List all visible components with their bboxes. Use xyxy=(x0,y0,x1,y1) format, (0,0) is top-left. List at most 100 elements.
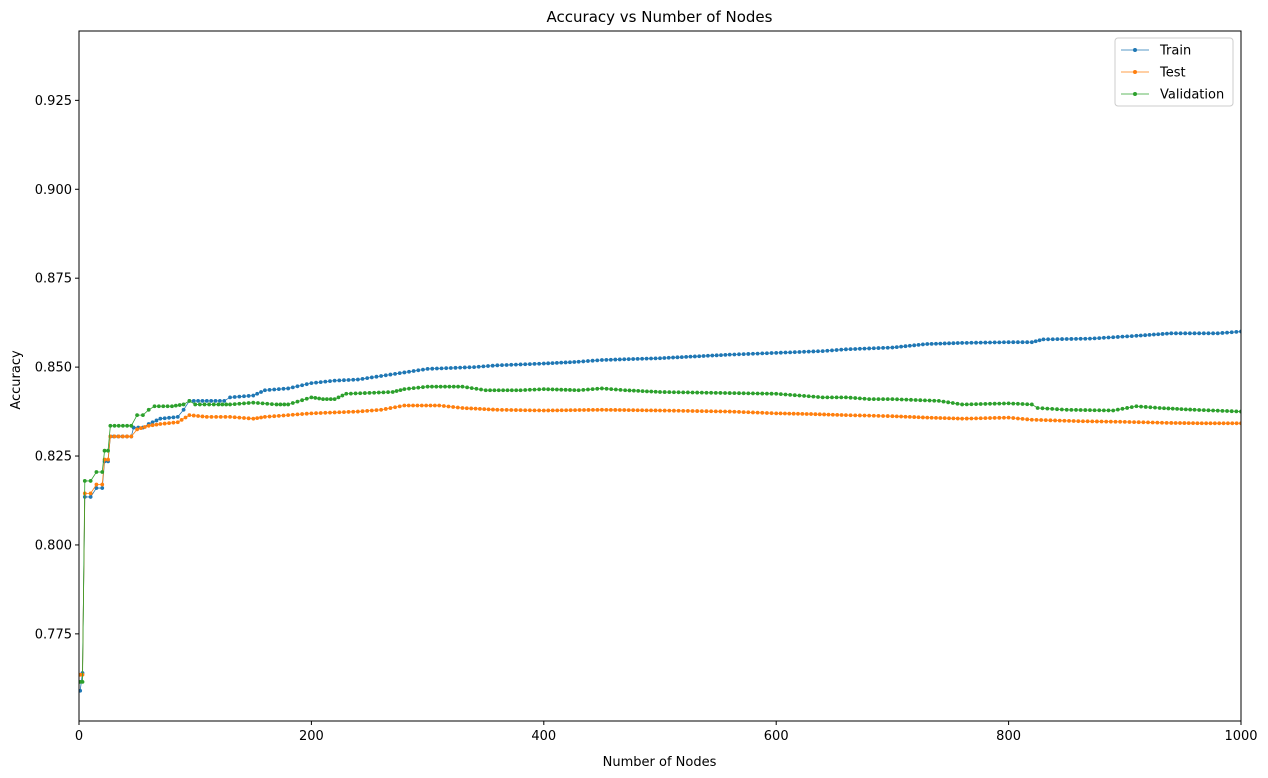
data-point-validation xyxy=(518,388,523,393)
data-point-train xyxy=(792,350,797,355)
data-point-test xyxy=(912,415,917,419)
data-point-test xyxy=(379,407,384,412)
data-point-test xyxy=(796,411,800,416)
data-point-train xyxy=(997,340,1002,345)
data-point-validation xyxy=(1179,407,1184,412)
data-point-train xyxy=(853,347,858,351)
data-point-test xyxy=(469,406,474,411)
data-point-test xyxy=(451,405,456,409)
data-point-test xyxy=(835,412,840,417)
data-point-train xyxy=(472,365,476,370)
data-point-validation xyxy=(488,388,492,393)
data-point-validation xyxy=(181,402,186,407)
data-point-test xyxy=(1006,415,1011,420)
data-point-test xyxy=(672,408,676,413)
data-point-test xyxy=(644,408,649,413)
data-point-train xyxy=(1160,332,1165,336)
data-point-validation xyxy=(550,387,555,392)
data-point-test xyxy=(1173,421,1178,425)
data-point-validation xyxy=(286,402,291,407)
data-point-validation xyxy=(106,448,110,453)
data-point-test xyxy=(765,411,769,415)
data-point-train xyxy=(988,340,992,345)
data-point-test xyxy=(214,415,219,419)
data-point-test xyxy=(232,415,237,420)
data-point-test xyxy=(894,414,899,419)
data-point-train xyxy=(527,362,532,366)
data-point-test xyxy=(223,415,228,419)
data-point-train xyxy=(1092,336,1097,341)
data-point-validation xyxy=(523,388,528,392)
data-point-validation xyxy=(658,390,662,394)
data-point-validation xyxy=(362,391,367,395)
data-point-validation xyxy=(376,390,381,395)
data-point-validation xyxy=(881,397,885,402)
data-point-train xyxy=(848,347,853,352)
data-point-test xyxy=(518,408,523,413)
data-point-test xyxy=(921,415,925,420)
data-point-test xyxy=(251,416,256,421)
data-point-validation xyxy=(1148,405,1153,410)
data-point-validation xyxy=(755,391,760,396)
data-point-test xyxy=(1226,421,1230,426)
y-tick-label: 0.875 xyxy=(35,272,72,287)
data-point-validation xyxy=(746,391,751,396)
data-point-test xyxy=(658,408,662,413)
data-point-train xyxy=(1025,340,1030,345)
data-point-test xyxy=(626,408,631,413)
data-point-validation xyxy=(407,386,411,391)
data-point-validation xyxy=(358,391,363,396)
data-point-test xyxy=(1071,419,1076,423)
data-point-validation xyxy=(988,401,992,406)
data-point-test xyxy=(791,411,796,416)
data-point-test xyxy=(464,406,469,411)
data-point-validation xyxy=(256,401,260,405)
data-point-test xyxy=(1122,419,1127,424)
data-point-train xyxy=(554,360,559,365)
data-point-train xyxy=(272,387,277,392)
data-point-validation xyxy=(278,402,283,407)
data-point-test xyxy=(204,415,209,419)
data-point-train xyxy=(751,351,755,356)
data-point-test xyxy=(857,413,862,418)
data-point-validation xyxy=(923,398,927,403)
data-point-train xyxy=(830,348,834,353)
data-point-train xyxy=(894,345,899,349)
data-point-test xyxy=(737,410,741,414)
data-point-validation xyxy=(197,402,202,407)
data-point-train xyxy=(374,374,379,379)
data-point-test xyxy=(106,457,110,462)
data-point-train xyxy=(342,378,346,383)
data-point-train xyxy=(369,375,374,380)
data-point-test xyxy=(1067,418,1071,423)
data-point-test xyxy=(428,403,433,408)
data-point-test xyxy=(121,434,125,439)
data-point-test xyxy=(1127,420,1132,424)
data-point-test xyxy=(550,408,555,413)
data-point-validation xyxy=(282,402,287,407)
data-point-test xyxy=(486,407,491,412)
data-point-validation xyxy=(1183,407,1188,412)
data-point-test xyxy=(537,408,542,413)
data-point-validation xyxy=(667,390,672,395)
data-point-test xyxy=(876,413,881,418)
data-point-validation xyxy=(857,396,862,401)
data-point-validation xyxy=(1083,408,1088,412)
data-point-train xyxy=(576,359,581,364)
data-point-train xyxy=(318,380,323,385)
x-tick-label: 0 xyxy=(75,729,83,744)
data-point-train xyxy=(1138,333,1143,338)
data-point-test xyxy=(1199,421,1204,426)
data-point-train xyxy=(237,394,242,399)
data-point-validation xyxy=(1111,408,1116,413)
data-point-validation xyxy=(792,393,797,398)
legend-box xyxy=(1114,37,1234,107)
data-point-train xyxy=(947,341,951,346)
data-point-test xyxy=(179,417,184,422)
data-point-train xyxy=(844,347,848,352)
data-point-train xyxy=(162,416,167,421)
data-point-train xyxy=(263,388,267,393)
data-point-test xyxy=(778,411,783,416)
data-point-train xyxy=(337,378,342,383)
